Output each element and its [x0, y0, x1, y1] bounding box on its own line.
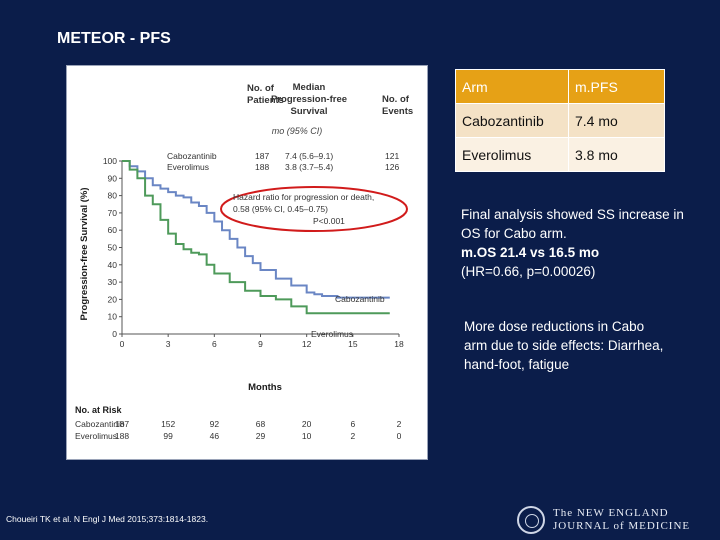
- risk-value: 20: [302, 419, 312, 429]
- x-tick-label: 3: [166, 339, 171, 349]
- y-tick-label: 100: [103, 156, 117, 166]
- risk-value: 2: [350, 431, 355, 441]
- arm-rows: Cabozantinib 187 7.4 (5.6–9.1) 121 Evero…: [167, 151, 399, 172]
- y-axis-label: Progression-free Survival (%): [79, 187, 90, 320]
- pfs-table-header: Arm m.PFS: [456, 70, 665, 104]
- header-col2-line2: Progression-free: [271, 94, 347, 105]
- pfs-cell-arm: Cabozantinib: [456, 104, 569, 138]
- curve-label-cabo: Cabozantinib: [335, 294, 385, 304]
- curve-label-evero: Everolimus: [311, 329, 353, 339]
- pfs-cell-mpfs: 7.4 mo: [569, 104, 665, 138]
- os-note-line3: (HR=0.66, p=0.00026): [461, 264, 595, 279]
- km-plot: No. of Patients Median Progression-free …: [67, 66, 427, 459]
- arm-patients-cabo: 187: [255, 151, 269, 161]
- risk-value: 188: [115, 431, 129, 441]
- pfs-header-mpfs: m.PFS: [569, 70, 665, 104]
- hazard-line1: Hazard ratio for progression or death,: [233, 192, 374, 202]
- series-line-everolimus: [122, 161, 390, 313]
- y-tick-label: 90: [108, 173, 118, 183]
- risk-value: 0: [397, 431, 402, 441]
- journal-name: The NEW ENGLAND JOURNAL of MEDICINE: [553, 507, 690, 533]
- y-tick-label: 10: [108, 312, 118, 322]
- y-tick-label: 0: [112, 329, 117, 339]
- pfs-table: Arm m.PFS Cabozantinib 7.4 mo Everolimus…: [455, 69, 665, 172]
- table-row: Cabozantinib 7.4 mo: [456, 104, 665, 138]
- y-tick-label: 50: [108, 243, 118, 253]
- x-axis-label: Months: [248, 382, 282, 393]
- slide-title: METEOR - PFS: [57, 30, 171, 48]
- header-col2-line3: Survival: [291, 106, 328, 117]
- y-tick-label: 60: [108, 225, 118, 235]
- y-tick-label: 70: [108, 208, 118, 218]
- risk-value: 99: [163, 431, 173, 441]
- os-note: Final analysis showed SS increase in OS …: [461, 205, 701, 281]
- risk-value: 46: [210, 431, 220, 441]
- risk-value: 29: [256, 431, 266, 441]
- pfs-cell-mpfs: 3.8 mo: [569, 138, 665, 172]
- citation: Choueiri TK et al. N Engl J Med 2015;373…: [6, 514, 208, 524]
- risk-value: 6: [350, 419, 355, 429]
- hazard-line3: P<0.001: [313, 216, 345, 226]
- arm-name-evero: Everolimus: [167, 162, 209, 172]
- arm-median-cabo: 7.4 (5.6–9.1): [285, 151, 333, 161]
- x-tick-label: 15: [348, 339, 358, 349]
- journal-seal-icon: [517, 506, 545, 534]
- os-note-bold: m.OS 21.4 vs 16.5 mo: [461, 245, 599, 260]
- risk-value: 10: [302, 431, 312, 441]
- dose-reduction-note: More dose reductions in Cabo arm due to …: [464, 317, 664, 374]
- pfs-cell-arm: Everolimus: [456, 138, 569, 172]
- header-col2-line1: Median: [293, 82, 326, 93]
- axes: 0 10 20 30 40 50 60 70 80 90 100 0 3 6 9 12 15 18: [103, 156, 404, 349]
- risk-title: No. at Risk: [75, 405, 123, 415]
- y-tick-label: 20: [108, 294, 118, 304]
- x-tick-label: 9: [258, 339, 263, 349]
- risk-value: 92: [210, 419, 220, 429]
- risk-name-evero: Everolimus: [75, 431, 117, 441]
- header-col3-line2: Events: [382, 106, 413, 117]
- os-note-line1: Final analysis showed SS increase in OS …: [461, 207, 684, 241]
- figure-header: No. of Patients Median Progression-free …: [247, 82, 413, 136]
- risk-value: 2: [397, 419, 402, 429]
- x-tick-label: 0: [120, 339, 125, 349]
- x-tick-label: 12: [302, 339, 312, 349]
- risk-value: 68: [256, 419, 266, 429]
- journal-logo: The NEW ENGLAND JOURNAL of MEDICINE: [517, 505, 707, 537]
- y-tick-label: 40: [108, 260, 118, 270]
- header-subhead: mo (95% CI): [272, 126, 323, 136]
- arm-name-cabo: Cabozantinib: [167, 151, 217, 161]
- x-tick-label: 6: [212, 339, 217, 349]
- y-tick-label: 80: [108, 191, 118, 201]
- arm-events-evero: 126: [385, 162, 399, 172]
- pfs-header-arm: Arm: [456, 70, 569, 104]
- risk-value: 152: [161, 419, 175, 429]
- hazard-line2: 0.58 (95% CI, 0.45–0.75): [233, 204, 328, 214]
- header-col1-line1: No. of: [247, 83, 275, 94]
- journal-name-line2: JOURNAL of MEDICINE: [553, 520, 690, 533]
- km-figure-panel: No. of Patients Median Progression-free …: [66, 65, 428, 460]
- risk-value: 187: [115, 419, 129, 429]
- arm-events-cabo: 121: [385, 151, 399, 161]
- series-layer: [122, 161, 390, 313]
- y-tick-label: 30: [108, 277, 118, 287]
- journal-name-line1: The NEW ENGLAND: [553, 507, 690, 520]
- x-tick-label: 18: [394, 339, 404, 349]
- table-row: Everolimus 3.8 mo: [456, 138, 665, 172]
- header-col3-line1: No. of: [382, 94, 410, 105]
- arm-median-evero: 3.8 (3.7–5.4): [285, 162, 333, 172]
- arm-patients-evero: 188: [255, 162, 269, 172]
